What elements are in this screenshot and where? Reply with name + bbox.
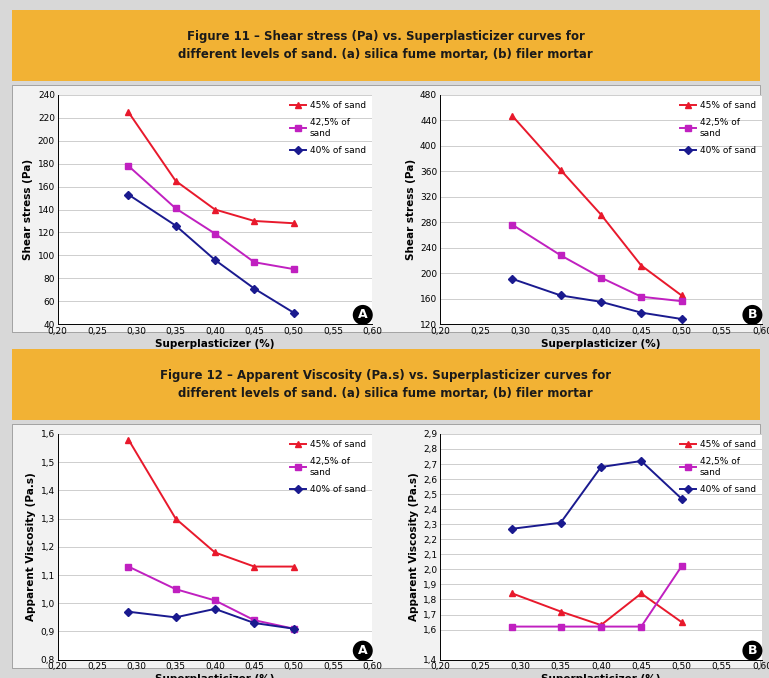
42,5% of
sand <box>210 229 220 237</box>
Line: 42,5% of
sand: 42,5% of sand <box>125 163 297 272</box>
40% of sand <box>171 222 180 230</box>
42,5% of
sand <box>124 563 133 571</box>
40% of sand <box>677 315 686 323</box>
40% of sand <box>556 519 565 527</box>
45% of sand <box>556 166 565 174</box>
42,5% of
sand <box>124 162 133 170</box>
42,5% of
sand <box>210 597 220 605</box>
Text: B: B <box>747 644 757 657</box>
X-axis label: Superplasticizer (%): Superplasticizer (%) <box>155 338 275 348</box>
42,5% of
sand <box>597 273 606 281</box>
40% of sand <box>289 624 298 633</box>
Line: 40% of sand: 40% of sand <box>509 276 684 322</box>
45% of sand <box>556 607 565 616</box>
X-axis label: Superplasticizer (%): Superplasticizer (%) <box>541 338 661 348</box>
45% of sand <box>508 112 517 120</box>
42,5% of
sand <box>289 265 298 273</box>
45% of sand <box>124 108 133 116</box>
40% of sand <box>556 292 565 300</box>
Line: 45% of sand: 45% of sand <box>125 109 297 226</box>
Y-axis label: Apparent Viscosity (Pa.s): Apparent Viscosity (Pa.s) <box>408 473 418 621</box>
42,5% of
sand <box>508 221 517 229</box>
45% of sand <box>210 205 220 214</box>
Line: 45% of sand: 45% of sand <box>509 113 684 298</box>
40% of sand <box>250 285 259 293</box>
40% of sand <box>124 607 133 616</box>
45% of sand <box>171 515 180 523</box>
40% of sand <box>250 619 259 627</box>
45% of sand <box>250 563 259 571</box>
40% of sand <box>171 614 180 622</box>
40% of sand <box>508 275 517 283</box>
Legend: 45% of sand, 42,5% of
sand, 40% of sand: 45% of sand, 42,5% of sand, 40% of sand <box>676 98 759 159</box>
Y-axis label: Shear stress (Pa): Shear stress (Pa) <box>24 159 34 260</box>
45% of sand <box>637 262 646 270</box>
40% of sand <box>289 308 298 317</box>
40% of sand <box>637 457 646 465</box>
Line: 45% of sand: 45% of sand <box>509 591 684 629</box>
45% of sand <box>171 177 180 185</box>
Line: 40% of sand: 40% of sand <box>125 191 297 316</box>
45% of sand <box>289 219 298 227</box>
Text: A: A <box>358 308 368 321</box>
40% of sand <box>124 191 133 199</box>
42,5% of
sand <box>556 622 565 631</box>
42,5% of
sand <box>677 562 686 570</box>
45% of sand <box>677 292 686 300</box>
Legend: 45% of sand, 42,5% of
sand, 40% of sand: 45% of sand, 42,5% of sand, 40% of sand <box>676 437 759 498</box>
45% of sand <box>677 618 686 626</box>
45% of sand <box>289 563 298 571</box>
Text: A: A <box>358 644 368 657</box>
Line: 45% of sand: 45% of sand <box>125 437 297 570</box>
Line: 42,5% of
sand: 42,5% of sand <box>509 563 684 630</box>
X-axis label: Superplasticizer (%): Superplasticizer (%) <box>541 674 661 678</box>
42,5% of
sand <box>250 258 259 266</box>
42,5% of
sand <box>677 297 686 305</box>
45% of sand <box>637 589 646 597</box>
Legend: 45% of sand, 42,5% of
sand, 40% of sand: 45% of sand, 42,5% of sand, 40% of sand <box>286 98 369 159</box>
Text: B: B <box>747 308 757 321</box>
45% of sand <box>124 435 133 443</box>
X-axis label: Superplasticizer (%): Superplasticizer (%) <box>155 674 275 678</box>
40% of sand <box>210 605 220 613</box>
Line: 42,5% of
sand: 42,5% of sand <box>125 563 297 632</box>
42,5% of
sand <box>637 622 646 631</box>
42,5% of
sand <box>637 293 646 301</box>
Line: 42,5% of
sand: 42,5% of sand <box>509 222 684 304</box>
Line: 40% of sand: 40% of sand <box>125 605 297 632</box>
45% of sand <box>508 589 517 597</box>
42,5% of
sand <box>250 616 259 624</box>
Text: Figure 11 – Shear stress (Pa) vs. Superplasticizer curves for
different levels o: Figure 11 – Shear stress (Pa) vs. Superp… <box>178 31 593 61</box>
40% of sand <box>637 308 646 317</box>
42,5% of
sand <box>597 622 606 631</box>
Legend: 45% of sand, 42,5% of
sand, 40% of sand: 45% of sand, 42,5% of sand, 40% of sand <box>286 437 369 498</box>
Text: Figure 12 – Apparent Viscosity (Pa.s) vs. Superplasticizer curves for
different : Figure 12 – Apparent Viscosity (Pa.s) vs… <box>160 370 611 400</box>
40% of sand <box>677 494 686 502</box>
45% of sand <box>250 217 259 225</box>
45% of sand <box>597 621 606 629</box>
42,5% of
sand <box>289 624 298 633</box>
40% of sand <box>597 463 606 471</box>
40% of sand <box>508 525 517 533</box>
Y-axis label: Apparent Viscosity (Pa.s): Apparent Viscosity (Pa.s) <box>26 473 36 621</box>
45% of sand <box>210 549 220 557</box>
40% of sand <box>210 256 220 264</box>
42,5% of
sand <box>556 252 565 260</box>
42,5% of
sand <box>171 204 180 212</box>
42,5% of
sand <box>171 585 180 593</box>
45% of sand <box>597 211 606 219</box>
40% of sand <box>597 298 606 306</box>
42,5% of
sand <box>508 622 517 631</box>
Line: 40% of sand: 40% of sand <box>509 458 684 532</box>
Y-axis label: Shear stress (Pa): Shear stress (Pa) <box>406 159 416 260</box>
